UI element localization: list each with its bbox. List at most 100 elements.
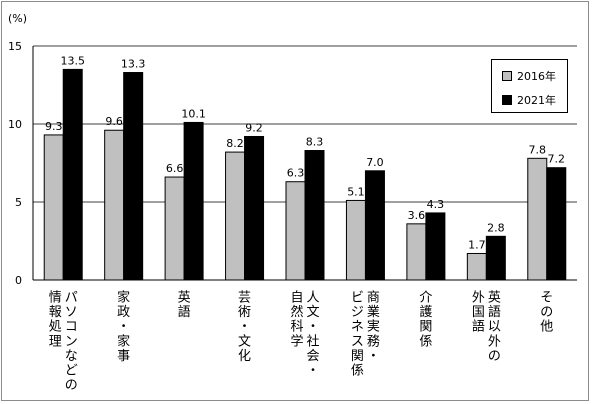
y-axis-label: (%) — [8, 12, 27, 25]
category-char: ・ — [306, 320, 319, 335]
category-char: 関 — [351, 349, 364, 364]
category-char: 処 — [49, 320, 62, 335]
bar-2021 — [183, 121, 204, 281]
bar-2021 — [485, 235, 506, 281]
category-char: そ — [540, 291, 553, 306]
category-char: 化 — [238, 349, 251, 364]
data-label: 3.6 — [408, 209, 426, 222]
category-char: 然 — [290, 304, 303, 320]
legend-label-2021: 2021年 — [517, 94, 556, 107]
category-char: 語 — [472, 319, 485, 335]
category-char: 英 — [488, 291, 501, 306]
category-char: 語 — [488, 304, 501, 320]
category-char: 商 — [367, 291, 380, 306]
category-label: その他 — [540, 291, 553, 335]
category-char: 外 — [472, 291, 485, 306]
bars — [43, 68, 567, 281]
data-label: 6.6 — [166, 162, 184, 175]
category-char: ス — [351, 334, 364, 349]
y-tick-label: 10 — [8, 118, 22, 131]
data-label: 9.2 — [245, 121, 263, 134]
category-label: 家政・家事 — [117, 290, 130, 364]
bar-2021 — [425, 212, 446, 281]
category-char: 語 — [178, 304, 191, 320]
category-char: ン — [65, 334, 78, 349]
category-char: 術 — [238, 305, 251, 320]
category-char: 他 — [540, 320, 553, 335]
category-char: パ — [65, 291, 78, 306]
category-char: 以 — [488, 320, 501, 335]
data-label: 13.5 — [60, 54, 85, 67]
bar-2016 — [285, 181, 306, 281]
data-label: 5.1 — [347, 185, 365, 198]
category-char: 自 — [290, 291, 303, 306]
bar-2021 — [304, 150, 325, 281]
category-char: 文 — [306, 305, 319, 320]
bar-2021 — [244, 135, 265, 281]
legend-item-2021: 2021年 — [502, 92, 556, 108]
category-char: 家 — [117, 290, 130, 306]
y-tick-label: 15 — [8, 40, 22, 53]
data-label: 1.7 — [468, 238, 486, 251]
category-char: 報 — [49, 305, 62, 320]
category-char: 業 — [367, 304, 380, 320]
category-char: 関 — [419, 320, 432, 335]
data-label: 7.2 — [548, 153, 566, 166]
bar-2021 — [123, 72, 144, 281]
category-char: 学 — [290, 333, 303, 349]
category-char: 政 — [117, 305, 130, 320]
data-label: 8.2 — [226, 137, 244, 150]
category-char: 係 — [419, 334, 432, 349]
category-char: ・ — [117, 320, 130, 335]
category-char: な — [65, 349, 78, 364]
category-char: 人 — [306, 291, 319, 306]
category-char: 科 — [290, 320, 303, 335]
legend-swatch-2021 — [502, 95, 512, 105]
category-char: ソ — [65, 305, 78, 320]
category-char: ・ — [238, 320, 251, 335]
data-label: 4.3 — [427, 198, 445, 211]
category-char: 国 — [472, 305, 485, 320]
bar-2021 — [364, 170, 385, 281]
data-label: 13.3 — [121, 58, 146, 71]
category-char: 英 — [178, 291, 191, 306]
category-char: 理 — [49, 334, 62, 349]
legend-swatch-2016 — [502, 71, 512, 81]
bar-2016 — [164, 176, 185, 281]
category-char: の — [65, 378, 78, 393]
category-char: の — [540, 305, 553, 320]
category-char: 社 — [306, 333, 319, 349]
category-char: ビ — [351, 291, 364, 306]
category-labels: パソコンなどの情報処理家政・家事英語芸術・文化人文・社会・自然科学商業実務・ビジ… — [49, 290, 554, 394]
data-label: 10.1 — [181, 107, 206, 120]
bar-2016 — [225, 151, 246, 281]
data-label: 2.8 — [487, 221, 505, 234]
category-char: 介 — [419, 291, 432, 306]
category-char: ジ — [351, 305, 364, 320]
category-char: 情 — [49, 291, 62, 306]
y-tick-label: 5 — [15, 196, 22, 209]
category-char: コ — [65, 320, 78, 335]
category-char: 務 — [367, 334, 380, 349]
bar-2016 — [527, 157, 548, 281]
category-char: 芸 — [238, 290, 251, 306]
category-char: ど — [65, 364, 78, 379]
data-label: 9.6 — [105, 115, 123, 128]
data-label: 7.8 — [529, 143, 547, 156]
category-char: 家 — [117, 333, 130, 349]
bar-2016 — [345, 199, 366, 281]
bar-2021 — [62, 68, 83, 281]
bar-2016 — [466, 252, 487, 281]
category-char: の — [488, 349, 501, 364]
y-axis-ticks: 0 5 10 15 — [8, 40, 22, 287]
bar-2021 — [546, 167, 567, 281]
category-char: 係 — [351, 364, 364, 379]
y-tick-label: 0 — [15, 274, 22, 287]
category-char: ・ — [306, 364, 319, 379]
legend-label-2016: 2016年 — [517, 70, 556, 83]
